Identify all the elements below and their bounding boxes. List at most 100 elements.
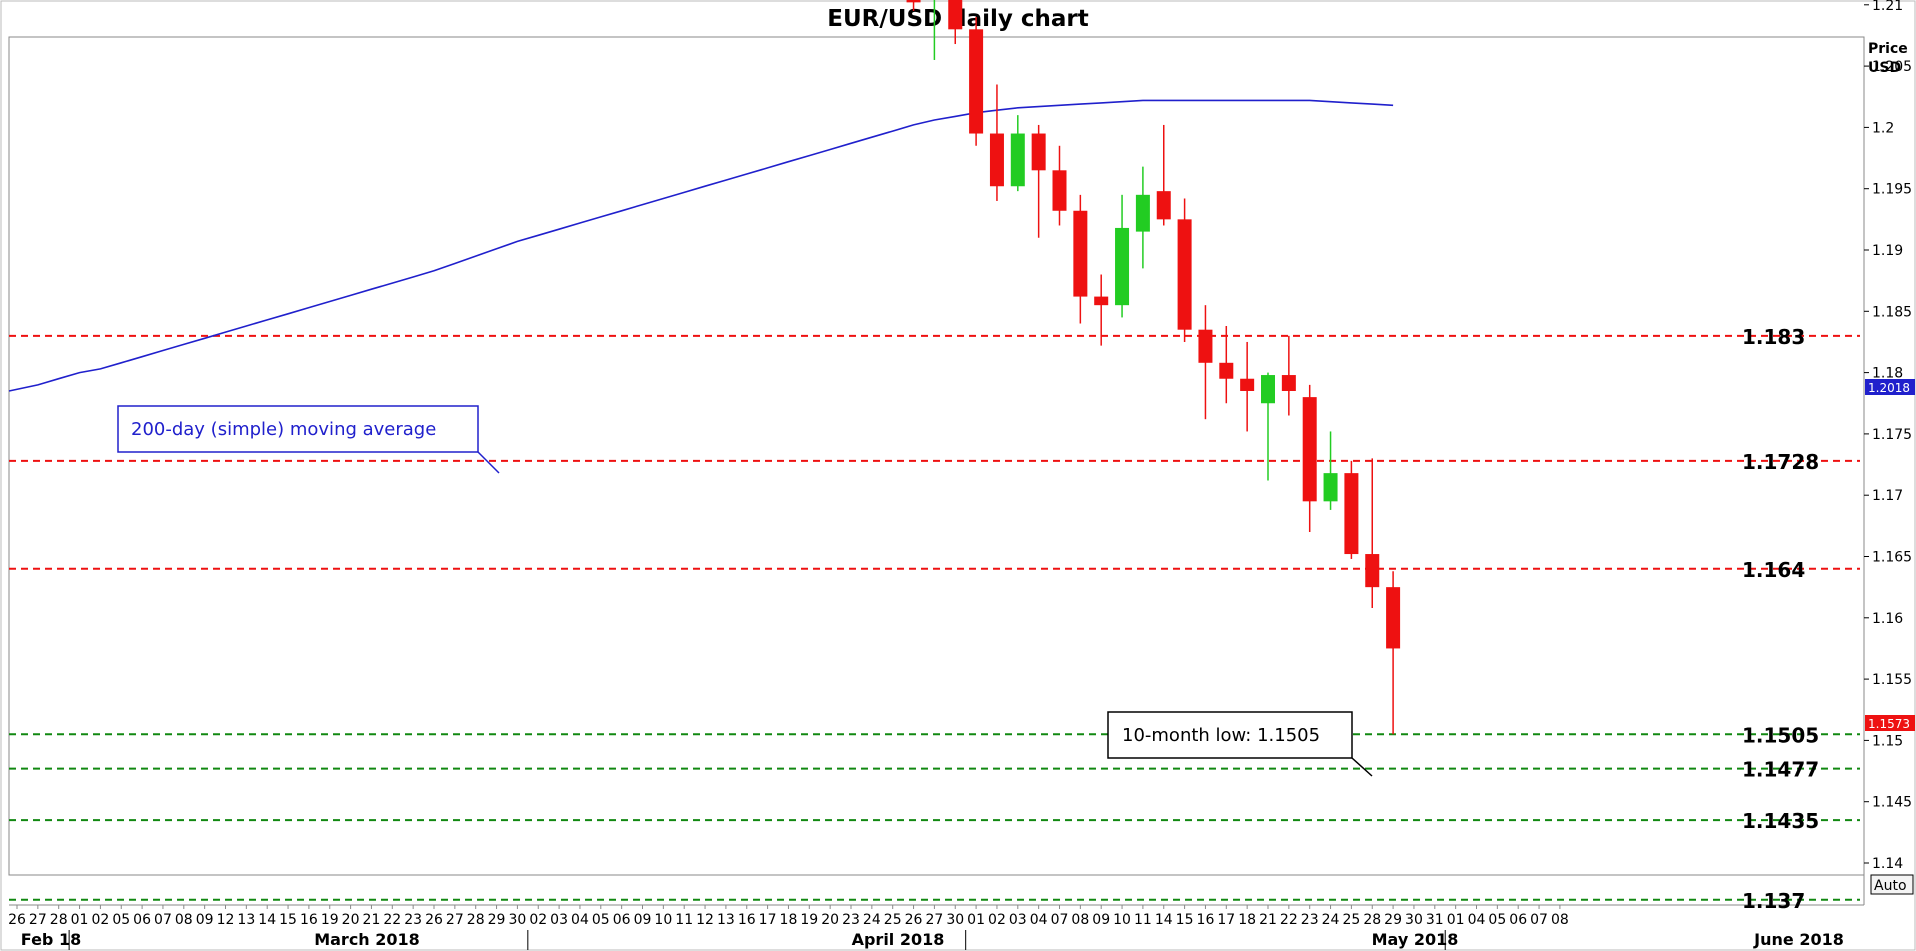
x-tick-label: 20: [342, 912, 360, 928]
ma-annotation-text: 200-day (simple) moving average: [131, 419, 436, 440]
month-label: March 2018: [314, 930, 420, 949]
x-tick-label: 27: [446, 912, 464, 928]
x-tick-labels: 26 27 28 01 02 05 06 07 08 09 12 13 14 15 16 19 20 21 22 23…: [8, 905, 1844, 950]
x-tick-label: 20: [821, 912, 839, 928]
candle-down: [1198, 329, 1213, 363]
candle-down: [969, 29, 984, 134]
support-label: 1.1477: [1742, 758, 1819, 782]
candle-up: [1135, 194, 1150, 232]
support-label: 1.137: [1742, 889, 1805, 913]
x-tick-label: 14: [258, 912, 276, 928]
y-tick-label: 1.15: [1872, 733, 1903, 749]
ma-value-badge: [1865, 379, 1915, 395]
x-tick-label: 03: [550, 912, 568, 928]
support-label: 1.1505: [1742, 723, 1819, 747]
x-tick-label: 05: [1488, 912, 1506, 928]
y-tick-label: 1.14: [1872, 856, 1903, 872]
y-tick-label: 1.18: [1872, 366, 1903, 382]
candle-down: [989, 133, 1004, 187]
x-tick-label: 07: [154, 912, 172, 928]
y-tick-labels: 1.241.2351.231.2251.221.2151.211.2051.21…: [1864, 0, 1912, 872]
auto-scale-button[interactable]: [1870, 874, 1914, 895]
x-tick-label: 02: [529, 912, 547, 928]
x-tick-label: 17: [1217, 912, 1235, 928]
x-tick-label: 02: [988, 912, 1006, 928]
y-tick-label: 1.165: [1872, 550, 1912, 566]
x-tick-label: 29: [488, 912, 506, 928]
x-tick-label: 04: [571, 912, 589, 928]
x-tick-label: 29: [1384, 912, 1402, 928]
x-tick-label: 10: [654, 912, 672, 928]
x-tick-label: 22: [383, 912, 401, 928]
candle-down: [906, 0, 921, 3]
x-tick-label: 23: [1301, 912, 1319, 928]
x-tick-label: 07: [1051, 912, 1069, 928]
x-tick-label: 16: [1197, 912, 1215, 928]
x-tick-label: 02: [91, 912, 109, 928]
x-tick-label: 24: [863, 912, 881, 928]
resistance-label: 1.183: [1742, 325, 1805, 349]
y-tick-label: 1.145: [1872, 795, 1912, 811]
month-label: Feb 18: [21, 930, 81, 949]
x-tick-label: 19: [800, 912, 818, 928]
x-tick-label: 09: [196, 912, 214, 928]
x-tick-label: 21: [363, 912, 381, 928]
candle-down: [1073, 210, 1088, 297]
y-tick-label: 1.16: [1872, 611, 1903, 627]
x-tick-label: 28: [1363, 912, 1381, 928]
x-tick-label: 26: [905, 912, 923, 928]
month-label: May 2018: [1372, 930, 1459, 949]
x-tick-label: 31: [1426, 912, 1444, 928]
x-tick-label: 26: [8, 912, 26, 928]
x-tick-label: 16: [738, 912, 756, 928]
auto-scale-label: Auto: [1874, 878, 1907, 894]
x-tick-label: 09: [1092, 912, 1110, 928]
y-tick-label: 1.21: [1872, 0, 1903, 14]
x-tick-label: 11: [675, 912, 693, 928]
moving-average-layer: [8, 99, 1394, 392]
moving-average-line: [8, 99, 1394, 392]
x-tick-label: 30: [946, 912, 964, 928]
y-tick-label: 1.175: [1872, 427, 1912, 443]
resistance-label: 1.164: [1742, 558, 1805, 582]
x-tick-label: 26: [425, 912, 443, 928]
x-tick-label: 18: [1238, 912, 1256, 928]
x-tick-label: 08: [1551, 912, 1569, 928]
x-tick-label: 06: [613, 912, 631, 928]
x-tick-label: 11: [1134, 912, 1152, 928]
month-label: April 2018: [852, 930, 945, 949]
ylabel-price: Price: [1868, 41, 1908, 57]
x-tick-label: 21: [1259, 912, 1277, 928]
low-annotation-text: 10-month low: 1.1505: [1122, 725, 1320, 746]
candle-down: [1156, 191, 1171, 220]
x-tick-label: 23: [842, 912, 860, 928]
low-annotation-box: [1107, 711, 1353, 759]
y-tick-label: 1.17: [1872, 488, 1903, 504]
low-annotation-pointer: [1351, 757, 1373, 777]
x-tick-label: 28: [467, 912, 485, 928]
x-tick-label: 05: [112, 912, 130, 928]
x-tick-label: 10: [1113, 912, 1131, 928]
x-tick-label: 17: [759, 912, 777, 928]
x-tick-label: 15: [279, 912, 297, 928]
x-tick-label: 07: [1530, 912, 1548, 928]
support-label: 1.1435: [1742, 809, 1819, 833]
x-tick-label: 15: [1176, 912, 1194, 928]
x-tick-label: 30: [1405, 912, 1423, 928]
y-tick-label: 1.205: [1872, 59, 1912, 75]
plot-frame: [8, 36, 1865, 876]
candle-down: [948, 0, 963, 30]
ylabel-usd: USD: [1868, 60, 1901, 76]
x-tick-label: 19: [321, 912, 339, 928]
x-tick-label: 30: [508, 912, 526, 928]
x-tick-label: 27: [29, 912, 47, 928]
y-tick-label: 1.155: [1872, 672, 1912, 688]
ma-value-label: 1.2018: [1868, 381, 1910, 395]
y-tick-label: 1.185: [1872, 304, 1912, 320]
x-tick-label: 05: [592, 912, 610, 928]
x-tick-label: 08: [1071, 912, 1089, 928]
y-tick-label: 1.195: [1872, 182, 1912, 198]
x-tick-label: 04: [1030, 912, 1048, 928]
month-label: June 2018: [1753, 930, 1844, 949]
candle-down: [1052, 170, 1067, 211]
